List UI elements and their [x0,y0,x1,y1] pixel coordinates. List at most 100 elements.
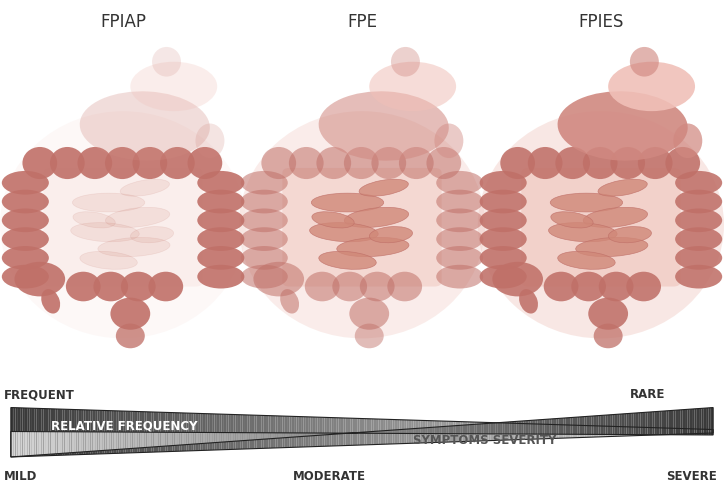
Ellipse shape [310,223,378,242]
Polygon shape [381,431,383,433]
Polygon shape [55,409,58,455]
Polygon shape [280,433,282,438]
Text: RELATIVE FREQUENCY: RELATIVE FREQUENCY [51,419,197,432]
Polygon shape [529,420,531,434]
Polygon shape [654,412,657,435]
Polygon shape [130,412,132,453]
Polygon shape [423,420,425,443]
Polygon shape [362,432,364,433]
Polygon shape [657,412,660,435]
Polygon shape [163,432,165,446]
Polygon shape [32,408,34,456]
Polygon shape [383,431,385,433]
Ellipse shape [240,208,287,232]
Polygon shape [15,408,18,457]
Polygon shape [327,417,329,446]
Polygon shape [636,413,639,435]
Ellipse shape [332,272,367,301]
Ellipse shape [148,272,183,301]
Polygon shape [140,412,142,453]
Polygon shape [662,411,664,435]
Ellipse shape [436,208,484,232]
Polygon shape [125,411,128,453]
Ellipse shape [588,297,628,330]
Polygon shape [468,425,470,434]
Polygon shape [67,432,70,453]
Polygon shape [489,422,491,441]
Polygon shape [526,424,529,439]
Polygon shape [60,409,62,455]
Ellipse shape [2,227,49,251]
Polygon shape [201,413,203,451]
Polygon shape [571,417,573,434]
Ellipse shape [675,265,722,288]
Polygon shape [395,419,397,444]
Polygon shape [264,415,266,449]
Polygon shape [90,410,93,454]
Polygon shape [224,414,226,450]
Polygon shape [58,432,60,453]
Polygon shape [322,417,324,446]
Polygon shape [577,425,580,438]
Polygon shape [374,431,376,433]
Polygon shape [434,421,437,443]
Polygon shape [592,416,594,434]
Polygon shape [256,415,259,449]
Polygon shape [381,419,383,444]
Ellipse shape [197,227,245,251]
Polygon shape [390,419,392,444]
Polygon shape [366,432,369,433]
Polygon shape [142,412,144,453]
Ellipse shape [22,147,57,179]
Polygon shape [369,432,371,433]
Polygon shape [379,419,381,445]
Polygon shape [208,432,210,443]
Polygon shape [660,411,662,435]
Polygon shape [474,422,476,441]
Polygon shape [107,432,109,450]
Polygon shape [37,409,39,456]
Polygon shape [138,432,140,448]
Polygon shape [205,413,208,451]
Polygon shape [170,412,172,452]
Polygon shape [519,421,521,434]
Ellipse shape [105,147,140,179]
Polygon shape [254,415,256,449]
Polygon shape [212,433,214,443]
Polygon shape [116,411,119,453]
Polygon shape [25,432,28,456]
Polygon shape [296,433,299,437]
Polygon shape [231,433,233,442]
Polygon shape [470,422,472,441]
Ellipse shape [240,190,287,213]
Text: RARE: RARE [630,388,665,401]
Polygon shape [428,420,430,443]
Ellipse shape [197,208,245,232]
Polygon shape [512,423,514,440]
Polygon shape [406,420,409,444]
Polygon shape [400,429,402,433]
Polygon shape [203,413,205,451]
Polygon shape [442,426,444,434]
Polygon shape [409,420,411,444]
Polygon shape [81,410,83,454]
Polygon shape [278,433,280,438]
Ellipse shape [478,111,724,338]
Polygon shape [111,411,114,453]
Polygon shape [675,410,678,435]
Ellipse shape [132,147,167,179]
Polygon shape [563,425,565,438]
Polygon shape [446,426,449,434]
Polygon shape [416,420,418,443]
Polygon shape [413,420,416,443]
Text: MILD: MILD [4,470,37,483]
Polygon shape [51,432,53,454]
Polygon shape [397,419,400,444]
Polygon shape [299,416,301,447]
Polygon shape [315,417,318,447]
Polygon shape [273,433,275,439]
Ellipse shape [479,265,526,288]
Polygon shape [130,432,132,449]
Polygon shape [636,427,639,436]
Polygon shape [266,433,269,439]
